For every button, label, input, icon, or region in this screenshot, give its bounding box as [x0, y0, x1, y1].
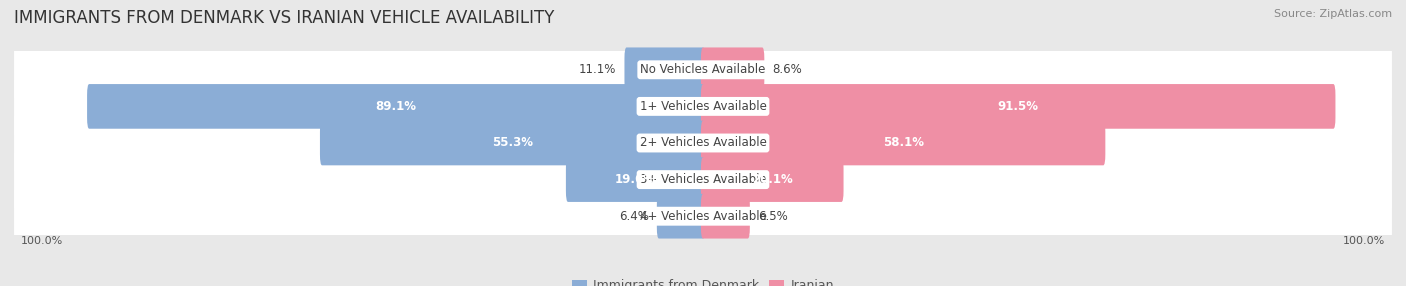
FancyBboxPatch shape	[702, 121, 1105, 165]
FancyBboxPatch shape	[702, 47, 765, 92]
Text: 1+ Vehicles Available: 1+ Vehicles Available	[640, 100, 766, 113]
Text: 20.1%: 20.1%	[752, 173, 793, 186]
Text: 8.6%: 8.6%	[772, 63, 803, 76]
Text: 3+ Vehicles Available: 3+ Vehicles Available	[640, 173, 766, 186]
FancyBboxPatch shape	[702, 84, 1336, 129]
Text: Source: ZipAtlas.com: Source: ZipAtlas.com	[1274, 9, 1392, 19]
FancyBboxPatch shape	[14, 182, 1392, 251]
Text: No Vehicles Available: No Vehicles Available	[640, 63, 766, 76]
Text: 6.5%: 6.5%	[758, 210, 787, 223]
Text: 4+ Vehicles Available: 4+ Vehicles Available	[640, 210, 766, 223]
FancyBboxPatch shape	[87, 84, 704, 129]
Text: 91.5%: 91.5%	[998, 100, 1039, 113]
Legend: Immigrants from Denmark, Iranian: Immigrants from Denmark, Iranian	[572, 279, 834, 286]
FancyBboxPatch shape	[702, 194, 749, 239]
FancyBboxPatch shape	[702, 157, 844, 202]
FancyBboxPatch shape	[14, 145, 1392, 214]
FancyBboxPatch shape	[657, 194, 704, 239]
FancyBboxPatch shape	[14, 72, 1392, 141]
FancyBboxPatch shape	[14, 35, 1392, 104]
Text: 2+ Vehicles Available: 2+ Vehicles Available	[640, 136, 766, 150]
FancyBboxPatch shape	[565, 157, 704, 202]
Text: 58.1%: 58.1%	[883, 136, 924, 150]
Text: 89.1%: 89.1%	[375, 100, 416, 113]
FancyBboxPatch shape	[14, 109, 1392, 177]
FancyBboxPatch shape	[624, 47, 704, 92]
Text: 11.1%: 11.1%	[579, 63, 616, 76]
FancyBboxPatch shape	[321, 121, 704, 165]
Text: 100.0%: 100.0%	[21, 236, 63, 246]
Text: 19.6%: 19.6%	[614, 173, 657, 186]
Text: 55.3%: 55.3%	[492, 136, 533, 150]
Text: IMMIGRANTS FROM DENMARK VS IRANIAN VEHICLE AVAILABILITY: IMMIGRANTS FROM DENMARK VS IRANIAN VEHIC…	[14, 9, 554, 27]
Text: 100.0%: 100.0%	[1343, 236, 1385, 246]
Text: 6.4%: 6.4%	[619, 210, 648, 223]
